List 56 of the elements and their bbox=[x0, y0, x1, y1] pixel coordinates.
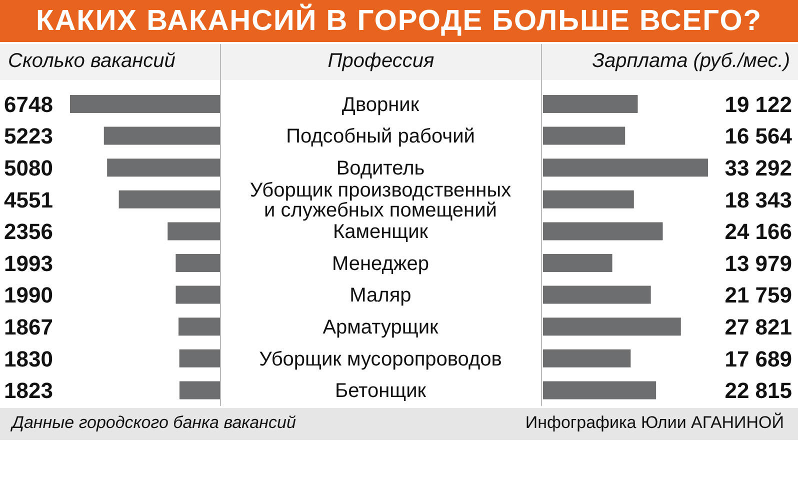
bar bbox=[168, 222, 220, 240]
bar bbox=[543, 254, 612, 272]
bar bbox=[543, 190, 634, 208]
bar bbox=[107, 158, 220, 177]
bar bbox=[543, 318, 681, 336]
text: КАКИХ ВАКАНСИЙ В ГОРОДЕ БОЛЬШЕ ВСЕГО? bbox=[0, 0, 798, 42]
y-axis-title: Профессия bbox=[326, 50, 436, 73]
data-label: 6748 bbox=[4, 92, 53, 117]
data-label: 33 292 bbox=[724, 156, 792, 181]
data-label: 1823 bbox=[4, 378, 53, 404]
data-label: 16 564 bbox=[724, 124, 793, 149]
data-label: 18 343 bbox=[724, 187, 792, 212]
data-label: 22 815 bbox=[724, 378, 792, 404]
data-label: 1867 bbox=[4, 314, 53, 340]
data-label: 1993 bbox=[4, 250, 53, 276]
bar bbox=[543, 286, 651, 304]
y-tick-label: Каменщик bbox=[332, 221, 428, 244]
data-label: 2356 bbox=[4, 219, 53, 244]
bar bbox=[104, 126, 220, 145]
data-label: 4551 bbox=[4, 187, 53, 212]
y-tick-label: Уборщик производственных и служебных помещений bbox=[250, 179, 512, 222]
data-label: 27 821 bbox=[724, 314, 792, 340]
data-label: 5223 bbox=[4, 124, 53, 149]
y-tick-label: Менеджер bbox=[332, 252, 430, 275]
chart-title: Зарплата (руб./мес.) bbox=[592, 50, 790, 73]
bar bbox=[543, 94, 638, 113]
data-label: 1830 bbox=[4, 346, 53, 372]
data-label: 21 759 bbox=[724, 282, 792, 308]
bar bbox=[543, 158, 708, 177]
chart-subtitle: Сколько вакансий bbox=[8, 50, 176, 73]
y-tick-label: Дворник bbox=[342, 94, 420, 116]
y-tick-label: Маляр bbox=[350, 284, 412, 307]
bar bbox=[179, 381, 220, 400]
data-label: 5080 bbox=[4, 156, 53, 181]
data-label: 1990 bbox=[4, 282, 53, 308]
bar bbox=[543, 222, 663, 240]
y-tick-label: Подсобный рабочий bbox=[286, 126, 475, 148]
bar bbox=[70, 94, 220, 113]
bar bbox=[118, 190, 220, 208]
bar bbox=[176, 254, 220, 272]
data-label: 24 166 bbox=[724, 219, 792, 244]
text: Данные городского банка вакансий bbox=[12, 413, 296, 433]
bar bbox=[179, 349, 220, 368]
data-label: 13 979 bbox=[724, 250, 792, 276]
y-tick-label: Бетонщик bbox=[334, 380, 426, 402]
data-label: 17 689 bbox=[724, 346, 792, 372]
bar bbox=[543, 381, 656, 400]
bar bbox=[543, 349, 631, 368]
bar bbox=[178, 318, 220, 336]
bar bbox=[543, 126, 626, 145]
y-tick-label: Арматурщик bbox=[322, 316, 439, 338]
text: Инфографика Юлии АГАНИНОЙ bbox=[525, 413, 784, 433]
data-label: 19 122 bbox=[724, 92, 792, 117]
bar bbox=[176, 286, 220, 304]
y-tick-label: Уборщик мусоропроводов bbox=[259, 348, 502, 370]
y-tick-label: Водитель bbox=[336, 158, 425, 180]
